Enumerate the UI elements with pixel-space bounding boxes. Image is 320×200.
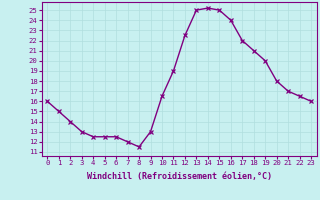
X-axis label: Windchill (Refroidissement éolien,°C): Windchill (Refroidissement éolien,°C)	[87, 172, 272, 181]
